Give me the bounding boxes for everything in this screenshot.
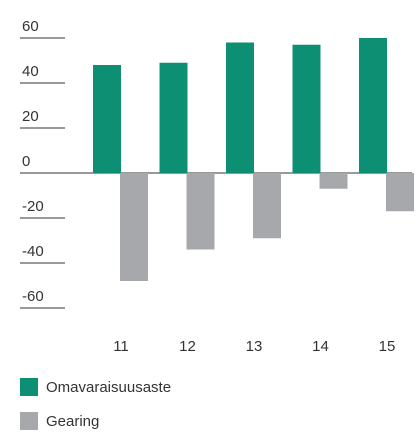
legend-label: Omavaraisuusaste — [46, 379, 171, 396]
x-tick-label: 15 — [379, 338, 396, 355]
x-tick-label: 11 — [113, 338, 129, 355]
bar — [319, 173, 348, 189]
bar — [186, 173, 215, 250]
x-tick-label: 13 — [246, 338, 263, 355]
y-tick-label: 40 — [22, 63, 39, 80]
legend-swatch — [20, 378, 38, 396]
bar — [159, 62, 188, 173]
bar — [120, 173, 148, 281]
y-tick-label: -20 — [22, 198, 44, 215]
y-tick-label: 20 — [22, 108, 39, 125]
bar — [226, 42, 254, 173]
y-tick-label: 0 — [22, 153, 30, 170]
legend-label: Gearing — [46, 413, 99, 430]
bar — [292, 44, 321, 173]
y-tick-label: -40 — [22, 243, 44, 260]
y-tick-label: 60 — [22, 18, 39, 35]
bar — [386, 173, 414, 212]
legend-swatch — [20, 412, 38, 430]
bar — [93, 65, 121, 173]
x-tick-label: 14 — [312, 338, 329, 355]
y-tick-label: -60 — [22, 288, 44, 305]
bar — [253, 173, 281, 239]
bar — [359, 38, 387, 173]
x-tick-label: 12 — [179, 338, 196, 355]
